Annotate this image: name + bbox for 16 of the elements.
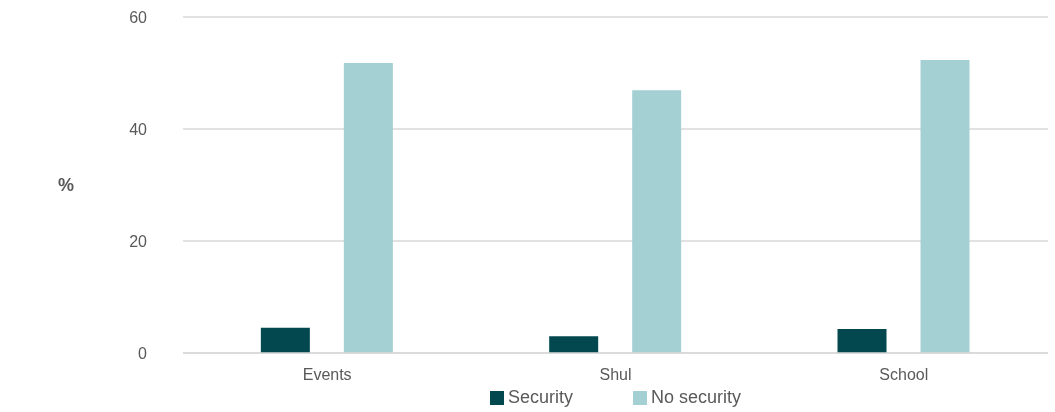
bar [343,62,393,353]
y-tick-label: 40 [129,120,148,138]
bar [549,336,599,353]
bar [260,327,310,353]
x-tick-label: Shul [599,366,632,384]
bar [837,328,887,353]
y-tick-label: 0 [138,344,148,362]
bar [920,60,970,353]
bar [632,90,682,353]
y-tick-label: 60 [129,8,148,26]
legend-label: No security [651,387,742,408]
y-tick-label: 20 [129,232,148,250]
legend-label: Security [507,387,573,408]
y-axis-title: % [58,175,75,196]
x-tick-label: School [879,366,929,384]
x-tick-label: Events [302,366,352,384]
